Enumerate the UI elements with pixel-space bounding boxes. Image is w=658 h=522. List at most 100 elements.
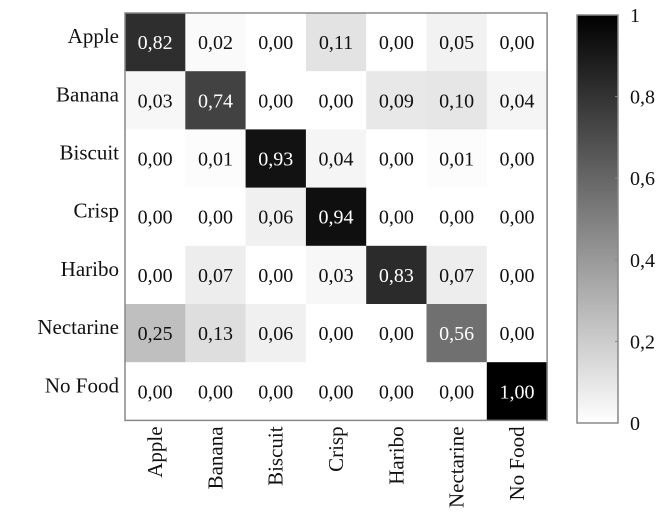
heatmap-cell [125,187,186,247]
colorbar-tick-label: 0 [630,413,640,435]
cell-value-label: 0,06 [258,207,293,229]
heatmap-cell [366,362,427,421]
cell-value-label: 0,00 [138,149,173,171]
heatmap-cell [486,13,548,72]
heatmap-cell [426,187,488,247]
cell-value-label: 0,74 [198,90,233,112]
heatmap-cell [486,245,548,305]
row-label: Haribo [61,257,119,281]
heatmap-cells: 0,82 0,02 0,00 0,11 0,00 0,05 0,00 0,03 0,74 0,00… [125,13,548,421]
row-label: Nectarine [37,315,119,339]
cell-value-label: 0,83 [379,265,414,287]
heatmap-cell [366,71,427,130]
cell-value-label: 0,04 [319,149,354,171]
heatmap-cell [245,71,307,130]
cell-value-label: 0,00 [138,207,173,229]
heatmap-cell [125,245,186,305]
cell-value-label: 0,00 [198,381,233,403]
heatmap-cell [305,129,367,189]
cell-value-label: 1,00 [499,381,534,403]
colorbar-tick-label: 1 [630,5,640,27]
row-label: Biscuit [59,141,119,165]
cell-value-label: 0,10 [439,90,474,112]
cell-value-label: 0,00 [439,207,474,229]
heatmap-cell [426,129,488,189]
cell-value-label: 0,13 [198,323,233,345]
heatmap-cell [245,304,307,363]
heatmap-cell [486,129,548,189]
row-label: Apple [68,24,119,48]
heatmap-cell [426,362,488,421]
heatmap-cell [426,304,488,363]
heatmap-cell [366,304,427,363]
heatmap-cell [245,187,307,247]
column-label: Biscuit [264,426,288,486]
cell-value-label: 0,00 [499,149,534,171]
row-label: No Food [45,373,120,397]
heatmap-cell [426,13,488,72]
cell-value-label: 0,07 [439,265,474,287]
cell-value-label: 0,01 [439,149,474,171]
heatmap-cell [185,187,247,247]
cell-value-label: 0,82 [138,32,173,54]
heatmap-cell [366,245,427,305]
row-label: Crisp [73,199,119,223]
cell-value-label: 0,00 [499,265,534,287]
heatmap-cell [245,129,307,189]
column-label: Apple [143,426,167,477]
heatmap-cell [305,245,367,305]
heatmap-cell [125,13,186,72]
colorbar-ticks: 0 0,2 0,4 0,6 0,8 1 [615,5,655,435]
cell-value-label: 0,11 [319,32,353,54]
cell-value-label: 0,00 [439,381,474,403]
cell-value-label: 0,56 [439,323,474,345]
heatmap-cell [486,362,548,421]
column-label: Haribo [384,426,408,484]
cell-value-label: 0,09 [379,90,414,112]
colorbar-tick-label: 0,6 [630,168,655,190]
cell-value-label: 0,00 [379,323,414,345]
cell-value-label: 0,25 [138,323,173,345]
heatmap-cell [426,71,488,130]
heatmap-cell [245,245,307,305]
heatmap-cell [125,71,186,130]
cell-value-label: 0,03 [319,265,354,287]
heatmap-cell [486,71,548,130]
heatmap-cell [305,187,367,247]
heatmap-cell [486,187,548,247]
heatmap-cell [366,13,427,72]
colorbar [576,14,619,424]
heatmap-cell [185,13,247,72]
heatmap-cell [185,71,247,130]
cell-value-label: 0,00 [379,207,414,229]
heatmap-cell [125,304,186,363]
cell-value-label: 0,00 [258,381,293,403]
cell-value-label: 0,00 [319,381,354,403]
cell-value-label: 0,00 [258,90,293,112]
cell-value-label: 0,00 [499,323,534,345]
cell-value-label: 0,00 [258,32,293,54]
heatmap-cell [185,362,247,421]
column-label: Nectarine [445,426,469,508]
cell-value-label: 0,06 [258,323,293,345]
cell-value-label: 0,00 [499,207,534,229]
heatmap-cell [305,362,367,421]
cell-value-label: 0,00 [499,32,534,54]
cell-value-label: 0,00 [319,90,354,112]
heatmap-cell [366,187,427,247]
heatmap-cell [245,362,307,421]
colorbar-tick-label: 0,8 [630,87,655,109]
heatmap-cell [125,129,186,189]
cell-value-label: 0,00 [319,323,354,345]
heatmap-cell [366,129,427,189]
heatmap-cell [305,71,367,130]
cell-value-label: 0,00 [138,265,173,287]
cell-value-label: 0,02 [198,32,233,54]
row-label: Banana [56,82,120,106]
cell-value-label: 0,03 [138,90,173,112]
cell-value-label: 0,04 [499,90,534,112]
cell-value-label: 0,00 [258,265,293,287]
cell-value-label: 0,93 [258,149,293,171]
cell-value-label: 0,00 [198,207,233,229]
